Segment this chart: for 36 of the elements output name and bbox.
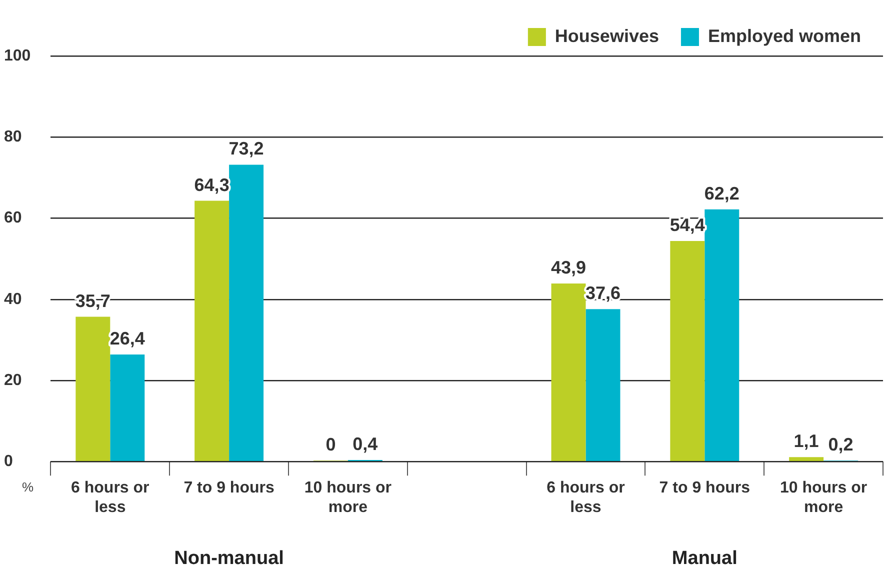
y-tick-label: 40 <box>4 290 22 308</box>
text: Manual <box>672 548 738 568</box>
y-tick-label: 20 <box>4 372 22 389</box>
data-label: 37,6 <box>585 283 621 304</box>
y-tick-label: 60 <box>4 210 22 227</box>
bar <box>670 240 705 461</box>
bar <box>76 316 110 461</box>
legend-label: Housewives <box>554 26 659 46</box>
data-label: 62,2 <box>704 183 740 204</box>
bar <box>586 309 620 461</box>
bar <box>229 164 264 461</box>
data-label: 26,4 <box>110 328 145 348</box>
y-tick-label: 0 <box>4 453 13 470</box>
data-label: 73,2 <box>228 138 264 159</box>
data-label: 64,3 <box>194 174 230 195</box>
x-tick-label: 7 to 9 hours <box>184 480 274 497</box>
bar <box>551 284 586 461</box>
y-tick-label: 100 <box>4 47 31 64</box>
bar <box>194 200 230 461</box>
y-tick-label: 80 <box>4 128 22 146</box>
data-label: 43,9 <box>550 258 586 278</box>
x-tick-label: 10 hours or more <box>780 480 868 516</box>
text: Non-manual <box>174 548 284 568</box>
data-label: 1,1 <box>794 431 819 452</box>
x-tick-label: 10 hours or more <box>304 480 392 516</box>
x-tick-label: 6 hours or less <box>546 480 625 516</box>
bar <box>789 457 824 461</box>
data-label: 0,2 <box>828 434 854 455</box>
x-tick-label: 6 hours or less <box>71 480 150 516</box>
legend-label: Employed women <box>708 26 862 46</box>
y-axis-title: % <box>22 480 34 495</box>
data-label: 0,4 <box>352 434 378 454</box>
bar <box>110 354 145 461</box>
x-tick-label: 7 to 9 hours <box>659 480 750 497</box>
bar <box>704 209 740 461</box>
data-label: 0 <box>326 434 336 455</box>
